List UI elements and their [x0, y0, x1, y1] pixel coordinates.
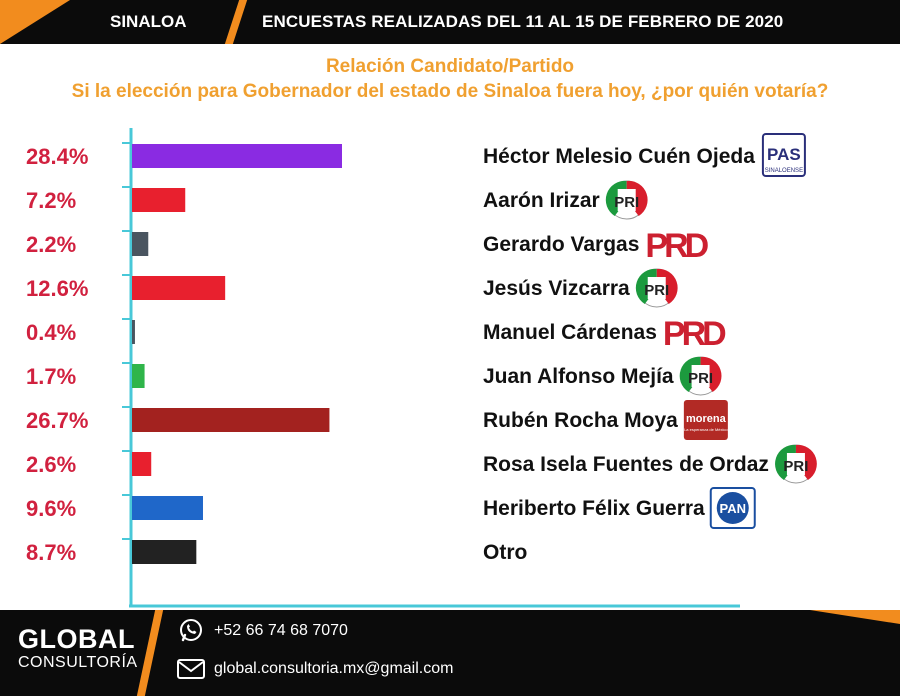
bar-value-label: 28.4%	[26, 144, 88, 169]
candidate-name: Heriberto Félix Guerra	[483, 497, 705, 520]
bar	[132, 276, 226, 300]
whatsapp-icon	[180, 619, 202, 642]
party-logo-pri: PRI	[679, 356, 722, 396]
bar-value-label: 2.6%	[26, 452, 76, 477]
bar-chart: 28.4% Héctor Melesio Cuén Ojeda PAS SINALOE…	[26, 128, 817, 608]
bar	[132, 496, 203, 520]
phone-number: +52 66 74 68 7070	[214, 622, 348, 639]
pan-logo-text: PAN	[720, 501, 746, 516]
pas-logo-subtext: SINALOENSE	[765, 168, 803, 174]
pri-logo-center	[617, 189, 636, 211]
candidate-name: Aarón Irizar	[483, 189, 600, 212]
contact-email: global.consultoria.mx@gmail.com	[176, 656, 453, 682]
bar-value-label: 8.7%	[26, 540, 76, 565]
candidate-name: Otro	[483, 541, 527, 564]
candidate-name: Manuel Cárdenas	[483, 321, 657, 344]
party-logo-prd: PRD	[663, 315, 730, 353]
chart-subtitle-line2: Si la elección para Gobernador del estad…	[71, 81, 829, 102]
bar	[132, 452, 152, 476]
pri-logo-center	[691, 365, 710, 387]
party-logo-pri: PRI	[605, 180, 648, 220]
candidate-name: Jesús Vizcarra	[483, 277, 630, 300]
candidate-name: Juan Alfonso Mejía	[483, 365, 674, 388]
footer-bar	[0, 610, 900, 696]
header-state: SINALOA	[110, 12, 187, 31]
morena-logo-box	[683, 400, 728, 440]
bar	[132, 540, 197, 564]
bar	[132, 188, 186, 212]
prd-logo-text: PRD	[645, 227, 708, 265]
prd-logo-text: PRD	[663, 315, 726, 353]
header-accent-left	[0, 0, 70, 44]
bar-value-label: 12.6%	[26, 276, 88, 301]
pri-logo-center	[786, 453, 805, 475]
pri-logo-center	[647, 277, 666, 299]
pri-logo-text: PRI	[614, 194, 639, 211]
header-bar: SINALOA ENCUESTAS REALIZADAS DEL 11 AL 1…	[0, 0, 900, 44]
header-accent-stripe	[224, 0, 248, 44]
pri-logo-text: PRI	[644, 282, 669, 299]
footer-accent-right	[810, 610, 900, 624]
bar-value-label: 2.2%	[26, 232, 76, 257]
candidate-name: Héctor Melesio Cuén Ojeda	[483, 145, 755, 168]
pri-logo-text: PRI	[688, 370, 713, 387]
header-title: ENCUESTAS REALIZADAS DEL 11 AL 15 DE FEB…	[262, 12, 784, 31]
bar-value-label: 1.7%	[26, 364, 76, 389]
bar-value-label: 9.6%	[26, 496, 76, 521]
party-logo-pas: PAS SINALOENSE	[761, 133, 806, 177]
bar	[132, 320, 135, 344]
bar	[132, 364, 145, 388]
party-logo-pri: PRI	[775, 444, 817, 484]
brand-name: GLOBAL	[18, 624, 135, 654]
pas-logo-text: PAS	[767, 145, 801, 164]
pas-logo-box	[761, 133, 806, 177]
pan-logo-circle	[716, 492, 749, 524]
candidate-name: Rubén Rocha Moya	[483, 409, 678, 432]
pri-logo-text: PRI	[783, 458, 808, 475]
party-logo-morena: morena La esperanza de México	[683, 400, 728, 440]
bar-value-label: 26.7%	[26, 408, 88, 433]
party-logo-prd: PRD	[645, 227, 712, 265]
candidate-name: Rosa Isela Fuentes de Ordaz	[483, 453, 769, 476]
bar	[132, 144, 342, 168]
candidate-name: Gerardo Vargas	[483, 233, 639, 256]
bar-value-label: 7.2%	[26, 188, 76, 213]
morena-logo-subtext: La esperanza de México	[684, 427, 728, 432]
contact-phone: +52 66 74 68 7070	[176, 618, 348, 644]
footer-accent-stripe	[136, 610, 164, 696]
mail-icon	[177, 659, 205, 679]
bar	[132, 232, 149, 256]
bar	[132, 408, 330, 432]
party-logo-pan: PAN	[709, 487, 756, 529]
chart-subtitle-line1: Relación Candidato/Partido	[325, 56, 575, 77]
party-logo-pri: PRI	[635, 268, 678, 308]
brand-subname: CONSULTORÍA	[18, 654, 138, 671]
morena-logo-text: morena	[686, 413, 727, 425]
email-address: global.consultoria.mx@gmail.com	[214, 660, 454, 677]
bar-value-label: 0.4%	[26, 320, 76, 345]
